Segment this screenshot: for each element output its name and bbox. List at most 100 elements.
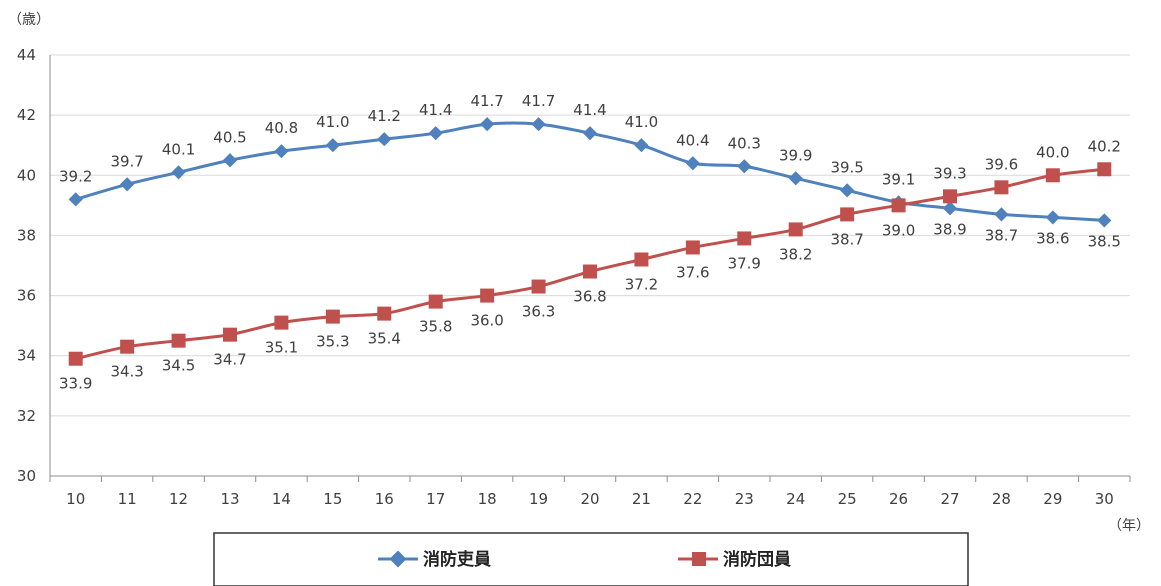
series-0-point [685,156,700,171]
x-tick-label: 20 [580,490,599,508]
data-label-series-1: 35.8 [419,318,452,336]
data-label-series-1: 37.9 [728,254,761,272]
series-0-point [377,132,392,147]
x-tick-label: 15 [323,490,342,508]
series-0-point [480,117,495,132]
x-tick-label: 29 [1043,490,1062,508]
data-label-series-1: 39.3 [933,164,966,182]
data-label-series-0: 40.8 [265,119,298,137]
series-0-point [171,165,186,180]
series-1-point [583,264,597,279]
series-1-point [274,315,289,330]
data-label-series-1: 38.7 [830,230,863,248]
legend-item-1: 消防団員 [678,549,791,570]
series-1-point [480,288,495,303]
data-label-series-0: 40.4 [676,131,709,149]
data-label-series-0: 40.5 [213,128,246,146]
series-1-point [634,252,649,267]
data-label-series-1: 36.3 [522,303,555,321]
data-label-series-1: 34.7 [213,351,246,369]
series-1-point [531,279,546,294]
data-label-series-1: 40.2 [1088,137,1121,155]
legend-label-series-0: 消防吏員 [423,549,491,570]
legend-label-series-1: 消防団員 [723,549,791,570]
series-0-point [634,138,649,153]
data-label-series-1: 35.4 [368,330,401,348]
series-1-point [891,198,906,213]
x-tick-label: 28 [992,490,1011,508]
series-0-point [325,138,340,153]
x-tick-label: 24 [786,490,805,508]
series-1-point [1097,162,1112,177]
data-label-series-0: 41.0 [625,113,658,131]
data-label-series-1: 33.9 [59,375,92,393]
data-label-series-1: 34.5 [162,357,195,375]
data-label-series-1: 37.6 [676,263,709,281]
series-0-point [531,117,546,132]
data-label-series-0: 40.1 [162,140,195,158]
x-tick-label: 23 [735,490,754,508]
data-label-series-0: 38.6 [1036,229,1069,247]
x-tick-label: 25 [838,490,857,508]
series-1-point [994,180,1009,195]
legend-diamond-marker [389,550,407,568]
data-label-series-1: 39.0 [882,221,915,239]
x-tick-label: 13 [220,490,239,508]
series-0-point [222,153,238,168]
x-tick-label: 18 [478,490,497,508]
series-1-point [171,333,186,348]
data-label-series-1: 36.8 [573,288,606,306]
x-tick-label: 21 [632,490,651,508]
data-labels-layer: 39.2 33.9 39.7 34.3 40.1 34.5 40.5 34.7 40.8 35.1… [59,92,1121,393]
x-tick-label: 26 [889,490,908,508]
y-tick-label: 32 [17,407,36,425]
series-1-point [737,231,752,246]
data-label-series-0: 38.7 [985,226,1018,244]
data-label-series-0: 38.9 [933,220,966,238]
series-1-point [428,294,443,309]
y-tick-label: 40 [17,166,36,184]
data-label-series-0: 39.7 [110,152,143,170]
x-tick-label: 17 [426,490,445,508]
data-label-series-1: 40.0 [1036,143,1069,161]
data-label-series-0: 39.1 [882,170,915,188]
x-tick-label: 11 [118,490,137,508]
series-1-point [120,339,135,354]
series-1-point [840,207,855,222]
data-label-series-0: 39.5 [830,158,863,176]
data-label-series-0: 38.5 [1088,232,1121,250]
series-0-point [1097,213,1112,228]
x-axis-unit-label: （年） [1108,518,1150,534]
series-1-point [943,189,957,204]
data-label-series-0: 41.0 [316,113,349,131]
x-tick-label: 12 [169,490,188,508]
data-label-series-1: 34.3 [110,363,143,381]
x-tick-label: 10 [66,490,85,508]
data-label-series-1: 35.3 [316,333,349,351]
legend-item-0: 消防吏員 [378,549,491,570]
x-tick-label: 14 [272,490,291,508]
data-label-series-1: 36.0 [470,312,503,330]
x-tick-label: 19 [529,490,548,508]
series-layer [68,117,1112,366]
series-0-point [788,171,803,186]
x-tick-label: 16 [375,490,394,508]
y-tick-label: 34 [17,347,36,365]
data-label-series-0: 41.2 [368,107,401,125]
data-label-series-1: 35.1 [265,339,298,357]
series-0-point [582,126,598,141]
y-tick-label: 30 [17,467,36,485]
y-axis-unit-label: （歳） [8,12,50,28]
data-label-series-1: 39.6 [985,155,1018,173]
series-1-point [377,306,392,321]
series-0-point [840,183,855,198]
data-label-series-1: 38.2 [779,245,812,263]
series-1-point [685,240,700,255]
y-tick-label: 44 [17,46,36,64]
legend-square-marker [692,552,706,566]
series-0-point [1045,210,1060,225]
x-tick-label: 22 [683,490,702,508]
series-0-point [942,201,958,216]
series-0-point [428,126,443,141]
